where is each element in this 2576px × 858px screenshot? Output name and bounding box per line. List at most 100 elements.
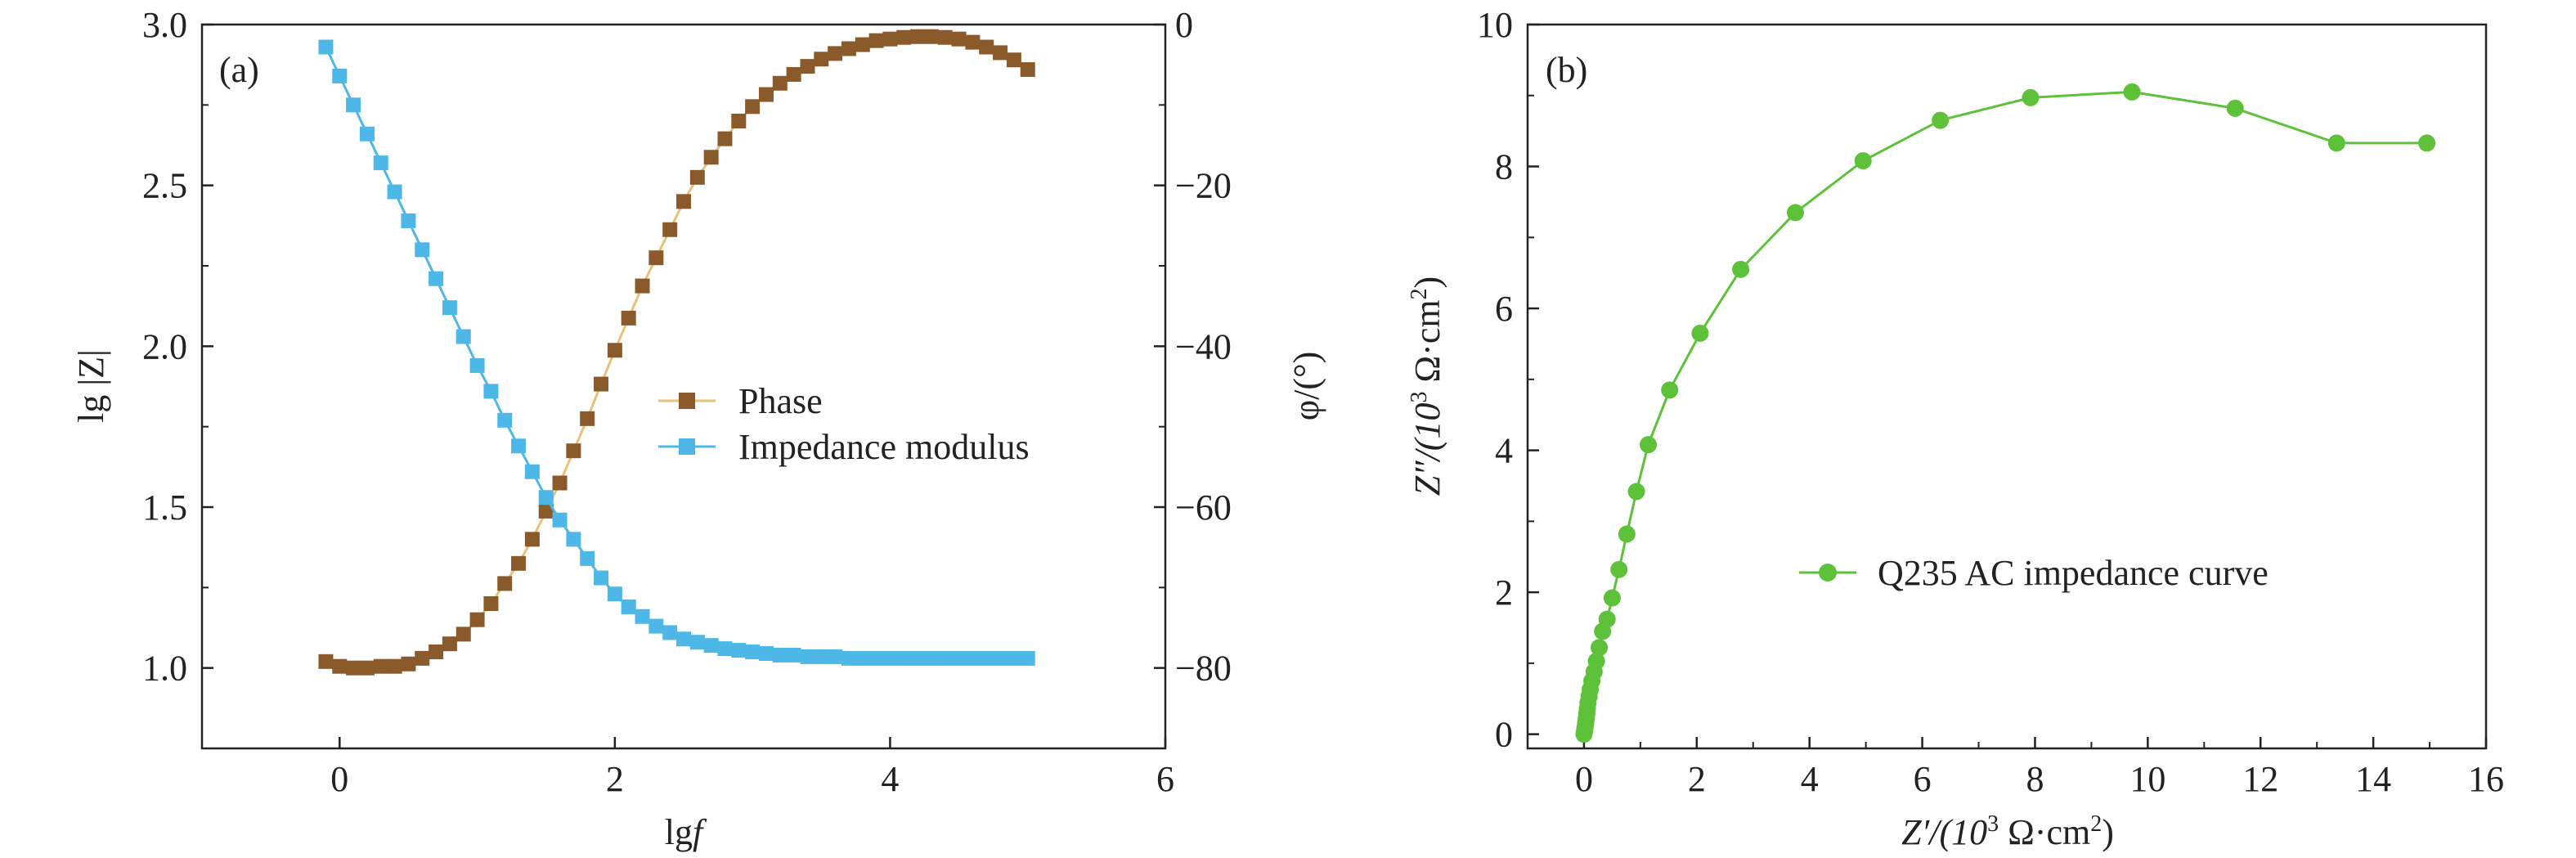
data-point-phase [896,29,912,45]
data-point-impedance [552,512,568,528]
panel-b-x-tick-label: 16 [2468,759,2504,799]
panel-a-left-y-tick-label: 1.0 [142,649,187,689]
data-point-phase [401,656,416,672]
data-point-impedance [676,631,691,647]
data-point-phase [923,29,939,44]
data-point-phase [566,443,581,459]
data-point-q235 [1691,324,1709,342]
data-point-impedance [635,609,650,624]
data-point-phase [951,31,967,47]
panel-a-x-ticks: 0 2 4 6 [330,737,1174,799]
panel-a-label: (a) [219,50,259,90]
data-point-impedance [594,570,609,586]
data-point-impedance [896,650,912,666]
data-point-impedance [855,650,870,666]
data-point-impedance [786,647,801,663]
data-point-phase [580,411,595,426]
data-point-impedance [772,647,788,663]
data-point-impedance [373,155,388,171]
data-point-phase [648,250,664,266]
data-point-impedance [910,650,926,666]
panel-b-x-axis-label-sup2: 2 [2090,811,2102,837]
data-point-phase [456,627,471,642]
data-point-impedance [979,650,994,666]
data-point-impedance [1006,650,1021,666]
data-point-phase [538,503,554,519]
data-point-impedance [442,300,457,316]
panel-a-x-axis-label: lgf [665,812,707,852]
data-point-phase [814,52,829,67]
data-point-impedance [469,357,485,373]
panel-a-left-y-tick-label: 3.0 [142,5,187,45]
legend-marker-q235 [1819,564,1837,582]
data-point-phase [882,31,898,47]
data-point-q235 [1598,610,1616,628]
panel-a-frame [200,23,1167,750]
data-point-phase [621,310,636,326]
panel-b-y-axis-label: Z″/(103 Ω·cm2) [1407,276,1447,496]
data-point-phase [607,343,622,358]
panel-b-y-axis-label-prefix: Z″/(10 [1407,403,1447,496]
data-point-phase [841,41,856,56]
data-point-phase [868,33,884,48]
data-point-impedance [1020,650,1035,666]
panel-a-x-axis-label-var: f [693,812,707,852]
data-point-impedance [758,645,774,661]
data-point-phase [965,34,981,50]
panel-b-x-axis-label-suffix: Ω·cm [1999,812,2090,852]
data-point-impedance [828,649,843,664]
panel-a-right-y-ticks: −80 −60 −40 −20 0 [1154,5,1232,749]
data-point-impedance [607,586,622,602]
data-point-q235 [1932,111,1950,129]
data-point-phase [828,46,843,61]
panel-b-frame [1526,23,2488,750]
data-point-phase [800,59,815,74]
panel-b-y-ticks: 0 2 4 6 8 10 [1477,5,1539,755]
data-point-impedance [401,213,416,228]
data-point-impedance [882,650,898,666]
data-point-impedance [332,68,348,83]
panel-b-x-ticks: 0 2 4 6 8 10 12 14 16 [1575,737,2504,799]
data-point-phase [332,658,348,674]
data-point-phase [703,150,719,165]
panel-b-series [1575,83,2436,743]
data-point-impedance [800,649,815,664]
data-point-impedance [923,650,939,666]
data-point-phase [758,87,774,102]
panel-a-right-y-tick-label: −40 [1175,326,1232,366]
data-point-impedance [429,271,444,286]
data-point-impedance [580,550,595,566]
panel-b-y-tick-label: 6 [1495,289,1513,329]
data-point-phase [429,645,444,659]
data-point-phase [469,612,485,627]
data-point-phase [772,75,788,91]
data-point-impedance [648,618,664,634]
data-point-impedance [937,650,953,666]
data-point-impedance [814,649,829,664]
data-point-q235 [1610,560,1628,578]
data-point-impedance [745,645,761,659]
panel-a-left-y-axis-label: lg |Z| [71,349,111,423]
panel-b-y-tick-label: 4 [1495,431,1513,471]
data-point-impedance [524,464,540,479]
data-point-phase [552,475,568,491]
data-point-q235 [2327,134,2345,152]
data-point-impedance [689,635,705,650]
data-point-phase [786,66,801,82]
data-point-phase [717,131,733,146]
data-point-impedance [731,643,747,658]
data-point-phase [387,658,402,674]
legend-label-impedance: Impedance modulus [738,427,1030,467]
data-point-phase [745,99,761,115]
data-point-phase [1006,52,1021,68]
data-point-phase [497,576,513,591]
data-point-q235 [1661,381,1679,399]
data-point-q235 [1786,204,1804,222]
panel-a-left-y-tick-label: 2.5 [142,166,187,206]
panel-b-y-tick-label: 2 [1495,573,1513,613]
data-point-phase [524,532,540,547]
panel-b-y-tick-label: 0 [1495,715,1513,755]
data-point-phase [635,278,650,294]
panel-b-y-axis-label-suffix: Ω·cm [1407,299,1447,391]
